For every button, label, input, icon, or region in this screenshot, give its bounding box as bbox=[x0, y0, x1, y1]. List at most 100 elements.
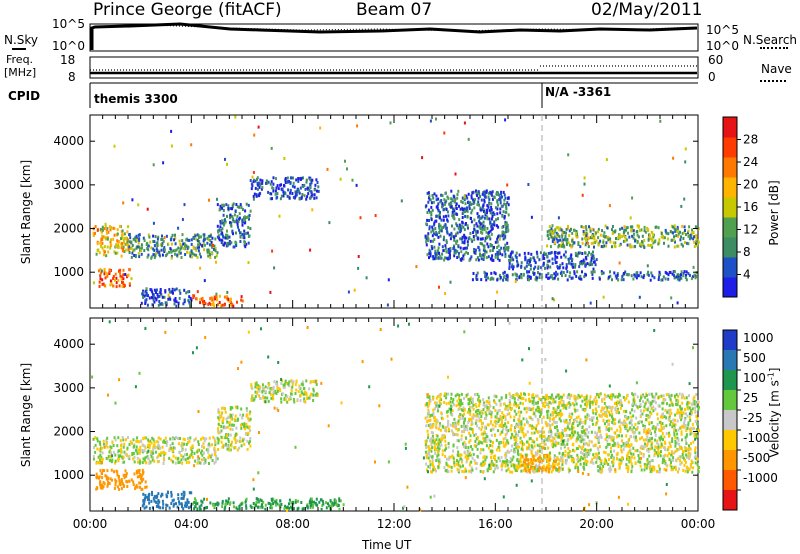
range-cell bbox=[222, 221, 225, 225]
range-cell bbox=[116, 473, 119, 477]
range-cell bbox=[603, 234, 606, 238]
range-cell bbox=[618, 418, 621, 422]
range-cell bbox=[470, 460, 473, 464]
range-cell bbox=[676, 441, 679, 445]
range-cell bbox=[217, 230, 220, 234]
range-cell bbox=[191, 255, 193, 259]
range-cell bbox=[657, 451, 660, 455]
range-cell bbox=[465, 194, 468, 198]
range-cell bbox=[119, 274, 122, 278]
range-cell bbox=[509, 470, 512, 474]
range-cell bbox=[608, 467, 611, 471]
range-cell bbox=[122, 239, 125, 243]
range-cell bbox=[107, 454, 110, 458]
range-cell bbox=[468, 205, 471, 209]
range-cell bbox=[201, 453, 204, 457]
range-cell bbox=[219, 204, 222, 208]
range-cell bbox=[427, 208, 430, 212]
range-cell bbox=[152, 247, 155, 251]
range-cell bbox=[677, 428, 680, 432]
range-cell bbox=[654, 445, 657, 449]
range-cell bbox=[279, 197, 282, 201]
range-cell bbox=[485, 426, 487, 430]
range-cell bbox=[498, 197, 501, 201]
range-cell bbox=[458, 396, 461, 400]
range-cell bbox=[231, 302, 234, 306]
range-cell bbox=[446, 464, 449, 468]
range-cell bbox=[426, 191, 429, 195]
range-cell bbox=[575, 416, 578, 420]
range-cell bbox=[442, 215, 445, 219]
range-cell bbox=[430, 210, 433, 214]
range-cell bbox=[472, 272, 475, 275]
range-cell bbox=[213, 304, 216, 308]
range-cell bbox=[146, 303, 149, 307]
range-cell bbox=[239, 203, 242, 207]
range-cell bbox=[695, 237, 698, 241]
range-cell bbox=[504, 196, 507, 200]
range-cell bbox=[228, 216, 231, 220]
range-cell bbox=[189, 296, 192, 300]
range-cell bbox=[483, 270, 486, 274]
range-cell bbox=[216, 457, 219, 461]
range-cell bbox=[559, 419, 562, 423]
range-cell bbox=[587, 236, 590, 240]
range-cell bbox=[697, 466, 700, 469]
range-cell bbox=[445, 429, 448, 433]
range-cell bbox=[439, 210, 441, 214]
range-cell bbox=[505, 425, 508, 429]
range-cell bbox=[529, 276, 532, 280]
range-cell bbox=[312, 393, 315, 397]
range-cell bbox=[476, 454, 479, 458]
range-cell bbox=[471, 397, 474, 401]
range-cell bbox=[164, 436, 167, 440]
range-cell bbox=[465, 460, 468, 464]
range-cell bbox=[284, 192, 287, 196]
range-cell bbox=[147, 253, 150, 257]
range-cell bbox=[243, 236, 246, 240]
range-cell bbox=[98, 280, 101, 284]
range-cell bbox=[520, 410, 523, 414]
range-cell bbox=[206, 250, 209, 254]
range-cell bbox=[240, 444, 243, 448]
range-cell bbox=[538, 463, 541, 467]
range-cell bbox=[603, 462, 606, 465]
range-cell bbox=[501, 418, 503, 422]
range-cell bbox=[589, 301, 592, 305]
range-cell bbox=[582, 408, 585, 411]
range-cell bbox=[686, 405, 689, 409]
range-cell bbox=[108, 450, 111, 454]
range-cell bbox=[690, 412, 693, 416]
noise-tick-right-high: 10^5 bbox=[706, 23, 739, 37]
range-cell bbox=[272, 187, 275, 191]
range-cell bbox=[466, 215, 469, 219]
range-cell bbox=[482, 460, 485, 464]
range-cell bbox=[462, 247, 465, 251]
range-cell bbox=[455, 222, 458, 226]
range-cell bbox=[466, 240, 469, 244]
range-cell bbox=[581, 447, 583, 451]
range-cell bbox=[670, 468, 673, 472]
range-cell bbox=[272, 189, 275, 193]
range-cell bbox=[585, 442, 588, 446]
range-cell bbox=[585, 231, 588, 235]
range-cell bbox=[187, 245, 190, 249]
range-cell bbox=[294, 190, 297, 194]
range-cell bbox=[538, 258, 541, 262]
range-cell bbox=[306, 397, 309, 400]
range-cell bbox=[483, 193, 486, 197]
range-cell bbox=[441, 194, 444, 198]
range-cell bbox=[275, 380, 278, 384]
range-cell bbox=[694, 451, 697, 455]
range-cell bbox=[435, 442, 438, 446]
range-cell bbox=[484, 249, 487, 253]
range-cell bbox=[669, 230, 672, 234]
range-cell bbox=[140, 301, 143, 305]
range-cell bbox=[555, 395, 557, 399]
range-cell bbox=[593, 237, 596, 241]
range-cell bbox=[472, 198, 475, 202]
range-cell bbox=[103, 442, 105, 446]
range-cell bbox=[440, 398, 443, 402]
range-cell bbox=[374, 214, 377, 217]
range-cell bbox=[153, 446, 156, 450]
